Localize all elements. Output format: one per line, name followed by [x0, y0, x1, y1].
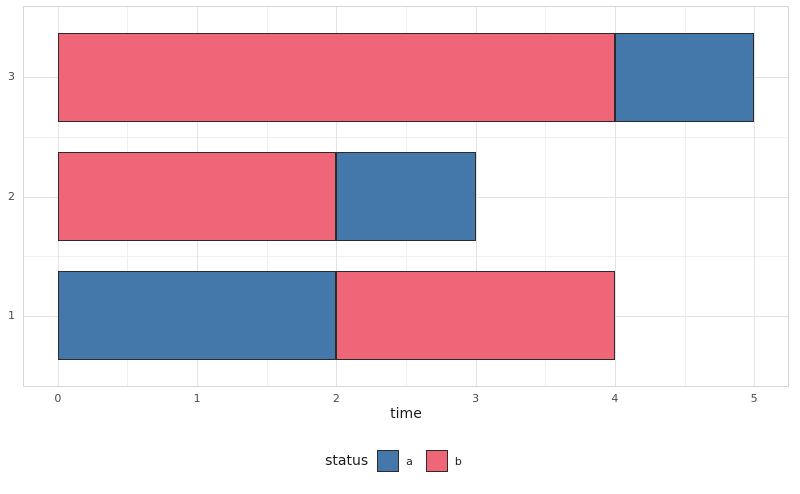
bar-segment-a [614, 32, 755, 123]
x-tick-label: 3 [472, 392, 480, 405]
bar-segment-b [336, 270, 615, 361]
grid-major-vline [475, 7, 477, 386]
y-tick-label: 1 [8, 308, 15, 322]
y-tick-label: 3 [8, 70, 15, 84]
y-tick-label: 2 [8, 189, 15, 203]
legend-title: status [325, 453, 369, 469]
grid-minor-vline [545, 7, 547, 386]
x-tick-label: 4 [611, 392, 619, 405]
bar-segment-b [57, 151, 337, 242]
x-tick-label: 5 [750, 392, 758, 405]
x-tick-label: 2 [332, 392, 340, 405]
x-tick-label: 1 [193, 392, 201, 405]
legend-label-a: a [406, 454, 413, 468]
legend-swatch-b [425, 450, 448, 472]
grid-major-vline [614, 7, 616, 386]
x-tick-label: 0 [54, 392, 62, 405]
legend-label-b: b [454, 454, 462, 468]
grid-major-vline [754, 7, 756, 386]
grid-minor-vline [684, 7, 686, 386]
x-axis-title: time [390, 406, 422, 422]
bar-segment-a [336, 151, 476, 242]
legend-swatch-a [377, 450, 400, 472]
bar-segment-a [57, 270, 337, 361]
bar-segment-b [57, 32, 615, 123]
